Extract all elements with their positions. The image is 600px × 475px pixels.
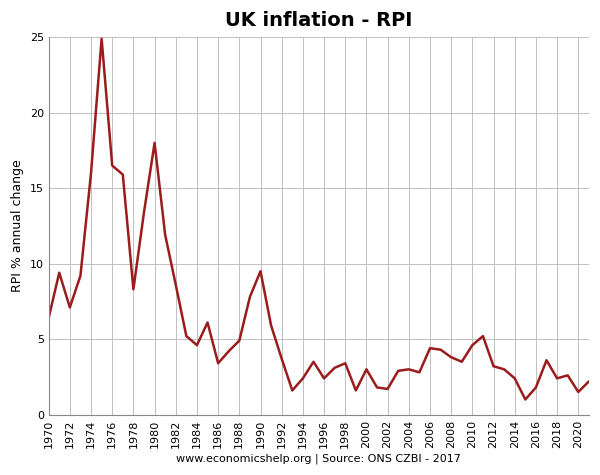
Y-axis label: RPI % annual change: RPI % annual change [11, 160, 24, 292]
X-axis label: www.economicshelp.org | Source: ONS CZBI - 2017: www.economicshelp.org | Source: ONS CZBI… [176, 454, 461, 464]
Title: UK inflation - RPI: UK inflation - RPI [225, 11, 412, 30]
